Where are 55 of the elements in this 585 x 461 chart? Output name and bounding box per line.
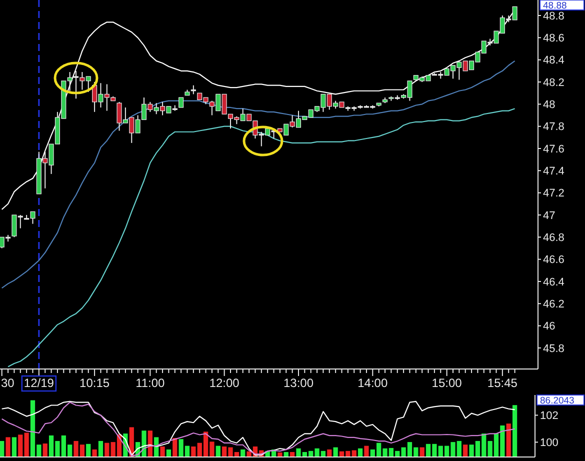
- bar: [160, 446, 165, 457]
- bar: [24, 432, 29, 457]
- y-tick-label: 102: [540, 410, 558, 422]
- bar: [364, 446, 369, 457]
- bar: [86, 444, 91, 457]
- y-tick-label: 46.4: [543, 276, 564, 288]
- x-tick-label: 12:00: [209, 376, 240, 390]
- bar: [327, 449, 332, 457]
- y-tick-label: 47.2: [543, 188, 564, 200]
- line-series: [7, 108, 516, 368]
- y-tick-label: 47.8: [543, 121, 564, 134]
- bar: [191, 446, 196, 457]
- x-tick-label: 30: [1, 376, 15, 390]
- y-tick-label: 48.2: [543, 76, 564, 89]
- text: 86.2043: [540, 395, 574, 406]
- y-tick-label: 47: [543, 210, 556, 222]
- y-tick-label: 48: [543, 99, 556, 112]
- candlestick: [178, 97, 184, 108]
- y-tick-label: 46.8: [543, 232, 564, 244]
- bar: [512, 405, 518, 457]
- y-tick-label: 46.6: [543, 254, 564, 266]
- y-tick-label: 47.6: [543, 143, 564, 156]
- bar: [333, 447, 338, 457]
- bar: [6, 437, 10, 457]
- x-tick-label: 15:00: [432, 376, 462, 390]
- bar: [0, 440, 4, 457]
- y-tick-label: 48.4: [543, 54, 564, 67]
- bar: [42, 444, 48, 457]
- y-tick-label: 100: [540, 437, 558, 450]
- x-tick-label: 11:00: [136, 376, 166, 390]
- line-series: [1, 60, 516, 289]
- bar: [463, 444, 468, 457]
- bar: [12, 437, 17, 457]
- bar: [92, 449, 97, 457]
- bar: [278, 452, 282, 457]
- bar: [18, 434, 23, 457]
- x-tick-label: 13:00: [283, 376, 314, 390]
- y-tick-label: 48.8: [543, 10, 564, 22]
- x-tick-label: 15:45: [487, 376, 518, 390]
- text: 48.88: [543, 0, 567, 12]
- y-tick-label: 48.6: [543, 32, 564, 45]
- bar: [358, 448, 363, 457]
- bar: [98, 440, 104, 457]
- bar: [166, 449, 172, 457]
- bar: [506, 424, 511, 457]
- y-tick-label: 46: [543, 320, 556, 333]
- y-tick-label: 45.8: [543, 342, 564, 355]
- bar: [240, 449, 246, 457]
- y-tick-label: 46.2: [543, 298, 564, 310]
- bar: [104, 442, 110, 457]
- x-tick-label: 14:00: [358, 376, 388, 390]
- x-tick-label: 10:15: [80, 376, 110, 390]
- bar: [420, 447, 424, 457]
- bar: [216, 446, 220, 457]
- y-tick-label: 47.4: [543, 166, 564, 178]
